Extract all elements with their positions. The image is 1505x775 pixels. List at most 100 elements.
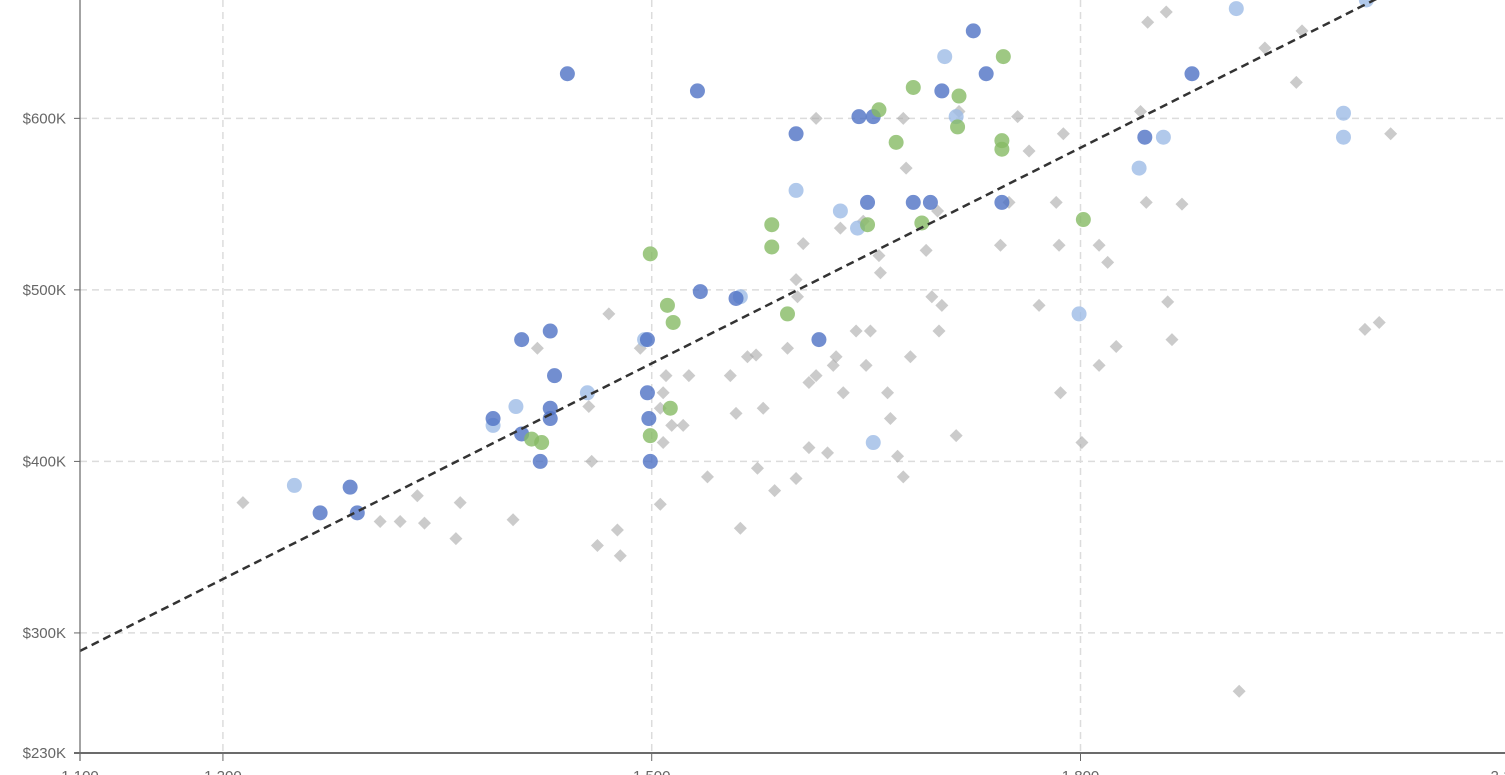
diamond-point — [1289, 75, 1303, 89]
diamond-point — [789, 273, 803, 287]
diamond-point — [449, 532, 463, 546]
diamond-point — [610, 523, 624, 537]
diamond-point — [653, 497, 667, 511]
diamond-point — [682, 369, 696, 383]
diamond-point — [1232, 684, 1246, 698]
diamond-point — [1022, 144, 1036, 158]
diamond-point — [749, 348, 763, 362]
diamond-point — [863, 324, 877, 338]
diamond-point — [417, 516, 431, 530]
diamond-point — [1075, 436, 1089, 450]
diamond-point — [849, 324, 863, 338]
diamond-point — [768, 484, 782, 498]
diamond-point — [859, 358, 873, 372]
grid — [80, 0, 1505, 753]
diamond-point — [949, 429, 963, 443]
circle-point — [692, 284, 708, 300]
circle-point — [342, 479, 358, 495]
diamond-point — [872, 249, 886, 263]
diamond-point — [1056, 127, 1070, 141]
diamond-point — [1101, 255, 1115, 269]
circle-point — [662, 400, 678, 416]
circle-point — [1335, 105, 1351, 121]
trend-line-group — [79, 0, 1378, 653]
diamond-point — [1049, 195, 1063, 209]
circle-point — [950, 119, 966, 135]
axes: $230K $300K $400K $500K $600K 1,100 1,200 1,500… — [23, 0, 1505, 775]
circle-point — [728, 290, 744, 306]
circle-point — [547, 368, 563, 384]
diamond-point — [1092, 358, 1106, 372]
diamond-point — [809, 369, 823, 383]
circle-point — [312, 505, 328, 521]
circle-point — [832, 203, 848, 219]
circle-point — [860, 217, 876, 233]
diamond-point — [919, 243, 933, 257]
diamond-point — [883, 412, 897, 426]
circle-point — [514, 332, 530, 348]
circle-point — [639, 385, 655, 401]
diamond-point — [802, 441, 816, 455]
circle-point — [1228, 1, 1244, 17]
diamond-point — [750, 461, 764, 475]
circle-point — [865, 435, 881, 451]
circle-point — [286, 477, 302, 493]
circle-point — [934, 83, 950, 99]
y-tick-label: $500K — [23, 282, 66, 299]
circle-point — [994, 194, 1010, 210]
diamond-point — [733, 521, 747, 535]
diamond-point — [656, 436, 670, 450]
circle-point — [994, 141, 1010, 157]
diamond-point — [613, 549, 627, 563]
diamond-point — [1053, 386, 1067, 400]
diamond-point — [665, 418, 679, 432]
diamond-point — [1384, 127, 1398, 141]
diamond-point — [1258, 41, 1272, 55]
diamond-point — [833, 221, 847, 235]
circle-point — [508, 399, 524, 415]
circle-point — [1335, 129, 1351, 145]
diamond-point — [1175, 197, 1189, 211]
diamond-point — [1011, 110, 1025, 124]
diamond-point — [935, 298, 949, 312]
diamond-point — [1134, 104, 1148, 118]
diamond-point — [796, 237, 810, 251]
diamond-point — [236, 496, 250, 510]
diamond-point — [780, 341, 794, 355]
x-tick-label: 1,100 — [61, 768, 99, 775]
circle-point — [905, 194, 921, 210]
diamond-point — [1139, 195, 1153, 209]
circle-point — [532, 453, 548, 469]
diamond-point — [676, 418, 690, 432]
circle-point — [642, 246, 658, 262]
circle-point — [1137, 129, 1153, 145]
circle-point — [641, 411, 657, 427]
diamond-point — [373, 514, 387, 528]
diamond-point — [1358, 322, 1372, 336]
diamond-point — [530, 341, 544, 355]
circle-point — [978, 66, 994, 82]
y-tick-label: $600K — [23, 110, 66, 127]
diamond-point — [659, 369, 673, 383]
circle-point — [642, 453, 658, 469]
diamond-point — [896, 111, 910, 125]
circle-point — [534, 435, 550, 451]
circle-point — [937, 49, 953, 65]
diamond-point — [723, 369, 737, 383]
diamond-point — [393, 514, 407, 528]
diamond-point — [756, 401, 770, 415]
diamond-point — [993, 238, 1007, 252]
diamond-point — [932, 324, 946, 338]
diamond-point — [891, 449, 905, 463]
circle-point — [559, 66, 575, 82]
diamond-point — [740, 350, 754, 364]
circle-point — [788, 182, 804, 198]
circle-point — [995, 49, 1011, 65]
circle-point — [811, 332, 827, 348]
diamond-point — [821, 446, 835, 460]
x-tick-label: 1,500 — [633, 768, 671, 775]
diamond-point — [899, 161, 913, 175]
circle-point — [1131, 160, 1147, 176]
y-tick-label: $400K — [23, 453, 66, 470]
